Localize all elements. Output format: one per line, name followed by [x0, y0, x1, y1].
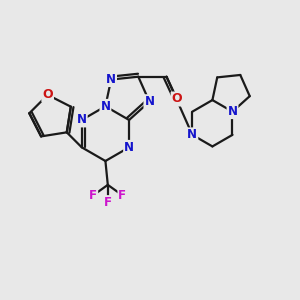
Text: N: N — [124, 141, 134, 154]
Text: N: N — [227, 105, 238, 118]
Text: N: N — [77, 113, 87, 127]
Text: N: N — [144, 95, 154, 108]
Text: N: N — [187, 128, 197, 141]
Text: O: O — [172, 92, 182, 106]
Text: N: N — [100, 100, 110, 113]
Text: F: F — [118, 189, 126, 202]
Text: F: F — [104, 196, 112, 209]
Text: F: F — [89, 189, 97, 202]
Text: N: N — [106, 73, 116, 86]
Text: O: O — [42, 88, 53, 101]
